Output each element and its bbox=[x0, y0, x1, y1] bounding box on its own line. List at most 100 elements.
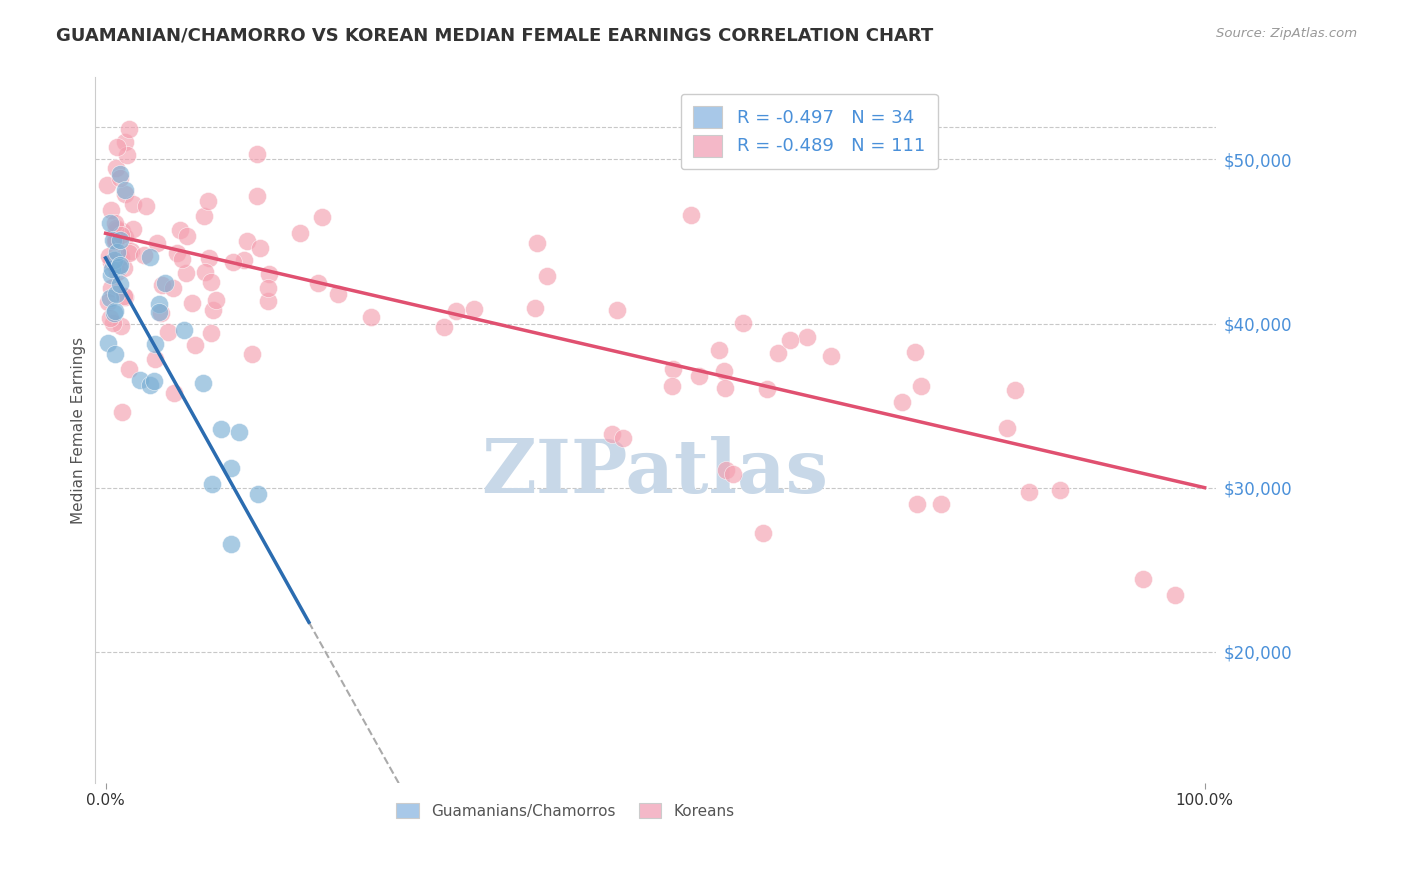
Point bbox=[104, 216, 127, 230]
Point bbox=[779, 333, 801, 347]
Point bbox=[201, 476, 224, 491]
Point bbox=[103, 306, 125, 320]
Point bbox=[103, 304, 125, 318]
Point bbox=[115, 148, 138, 162]
Point bbox=[707, 343, 730, 357]
Point bbox=[145, 236, 167, 251]
Point bbox=[108, 277, 131, 291]
Point bbox=[200, 326, 222, 340]
Point bbox=[612, 431, 634, 445]
Point bbox=[257, 267, 280, 281]
Point bbox=[526, 235, 548, 250]
Point bbox=[311, 210, 333, 224]
Text: ZIPatlas: ZIPatlas bbox=[482, 436, 828, 509]
Point bbox=[444, 304, 467, 318]
Point bbox=[929, 497, 952, 511]
Point bbox=[173, 323, 195, 337]
Point bbox=[143, 337, 166, 351]
Point bbox=[463, 302, 485, 317]
Point bbox=[249, 241, 271, 255]
Point bbox=[110, 250, 132, 264]
Point bbox=[114, 135, 136, 149]
Point bbox=[1049, 483, 1071, 498]
Point bbox=[536, 268, 558, 283]
Point bbox=[219, 460, 242, 475]
Point bbox=[796, 330, 818, 344]
Point bbox=[101, 316, 124, 330]
Point bbox=[105, 140, 128, 154]
Point bbox=[104, 234, 127, 248]
Point bbox=[101, 262, 124, 277]
Point bbox=[129, 373, 152, 387]
Point bbox=[100, 268, 122, 283]
Point bbox=[198, 251, 221, 265]
Point bbox=[111, 404, 134, 418]
Point bbox=[756, 382, 779, 396]
Point bbox=[905, 497, 928, 511]
Point bbox=[150, 306, 173, 320]
Point bbox=[104, 230, 127, 244]
Point bbox=[122, 197, 145, 211]
Point bbox=[139, 378, 162, 392]
Point bbox=[132, 247, 155, 261]
Point bbox=[148, 297, 170, 311]
Point bbox=[135, 199, 157, 213]
Point bbox=[731, 316, 754, 330]
Point bbox=[104, 347, 127, 361]
Point bbox=[307, 276, 329, 290]
Point bbox=[162, 281, 184, 295]
Point bbox=[110, 318, 132, 333]
Point bbox=[98, 216, 121, 230]
Point bbox=[197, 194, 219, 208]
Text: GUAMANIAN/CHAMORRO VS KOREAN MEDIAN FEMALE EARNINGS CORRELATION CHART: GUAMANIAN/CHAMORRO VS KOREAN MEDIAN FEMA… bbox=[56, 27, 934, 45]
Point bbox=[100, 281, 122, 295]
Point bbox=[721, 467, 744, 481]
Point bbox=[110, 258, 132, 272]
Point bbox=[713, 364, 735, 378]
Point bbox=[142, 374, 165, 388]
Point bbox=[193, 210, 215, 224]
Point bbox=[114, 230, 136, 244]
Point bbox=[108, 167, 131, 181]
Point bbox=[174, 266, 197, 280]
Point bbox=[118, 245, 141, 260]
Point bbox=[97, 336, 120, 351]
Point bbox=[150, 277, 173, 292]
Point bbox=[112, 289, 135, 303]
Point bbox=[111, 224, 134, 238]
Point bbox=[360, 310, 382, 324]
Point bbox=[103, 253, 125, 268]
Point bbox=[104, 234, 127, 248]
Point bbox=[661, 378, 683, 392]
Point bbox=[247, 487, 270, 501]
Point bbox=[995, 420, 1018, 434]
Point bbox=[101, 233, 124, 247]
Point bbox=[200, 275, 222, 289]
Point bbox=[752, 525, 775, 540]
Point bbox=[100, 202, 122, 217]
Point bbox=[602, 427, 624, 442]
Point bbox=[98, 291, 121, 305]
Point bbox=[433, 319, 456, 334]
Point bbox=[104, 287, 127, 301]
Point bbox=[222, 255, 245, 269]
Point bbox=[98, 249, 121, 263]
Point bbox=[157, 325, 180, 339]
Point bbox=[257, 281, 280, 295]
Point bbox=[114, 290, 136, 304]
Point bbox=[122, 221, 145, 235]
Point bbox=[209, 422, 232, 436]
Point bbox=[326, 287, 349, 301]
Point bbox=[910, 379, 932, 393]
Point bbox=[166, 246, 188, 260]
Point bbox=[1004, 383, 1026, 397]
Point bbox=[1018, 484, 1040, 499]
Point bbox=[820, 349, 842, 363]
Point bbox=[524, 301, 547, 315]
Point bbox=[236, 234, 259, 248]
Point bbox=[98, 311, 121, 326]
Point bbox=[114, 186, 136, 201]
Point bbox=[180, 296, 202, 310]
Point bbox=[169, 223, 191, 237]
Point bbox=[105, 245, 128, 260]
